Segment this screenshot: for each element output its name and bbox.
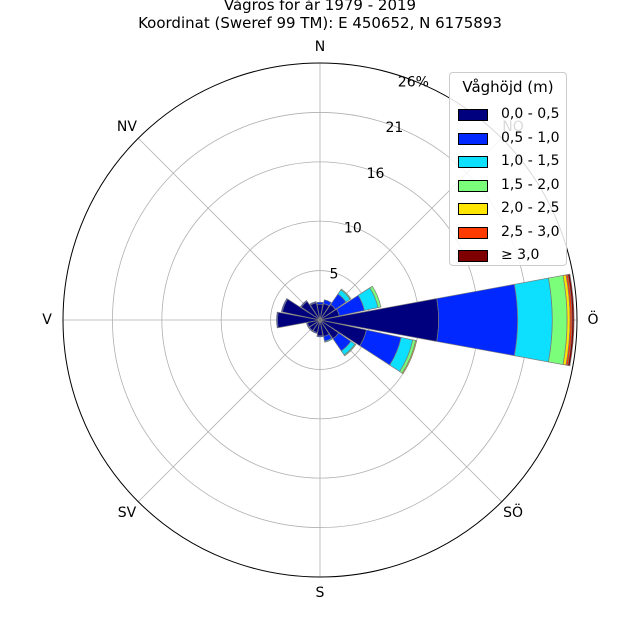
chart-subtitle: Koordinat (Sweref 99 TM): E 450652, N 61…: [138, 14, 502, 32]
rose-bar-segment: [343, 343, 357, 357]
rose-bar-segment: [514, 277, 553, 363]
chart-title: Vågros för år 1979 - 2019: [223, 0, 417, 14]
legend-swatch: [458, 203, 488, 215]
legend-label: 1,5 - 2,0: [501, 176, 560, 193]
direction-label: SÖ: [503, 503, 523, 521]
direction-label: S: [316, 585, 325, 601]
direction-label: Ö: [587, 310, 598, 328]
legend-swatch: [458, 109, 488, 121]
axis-labels: NNVVSVSSÖÖNÖ510162126%: [42, 39, 598, 601]
radial-tick-label: 26%: [398, 75, 429, 91]
legend-item: 2,5 - 3,0: [458, 222, 566, 242]
rose-bar-segment: [280, 298, 289, 313]
grid-spoke: [137, 137, 321, 321]
legend-label: 0,5 - 1,0: [501, 129, 560, 146]
legend-swatch: [458, 132, 488, 145]
rose-bar-segment: [340, 288, 352, 300]
outer-circle: [62, 62, 578, 578]
legend-swatch: [458, 250, 488, 262]
rose-bar-segment: [436, 283, 518, 357]
legend-label: 2,0 - 2,5: [501, 200, 560, 216]
rose-bar-segment: [311, 330, 318, 334]
rose-bar-segment: [299, 299, 308, 308]
legend-label: 0,0 - 0,5: [501, 106, 560, 122]
radial-tick-label: 10: [344, 221, 362, 237]
rose-bar-segment: [316, 301, 324, 305]
legend-item: 1,5 - 2,0: [458, 175, 566, 195]
direction-label: SV: [118, 505, 137, 521]
rose-bar-segment: [309, 301, 317, 306]
rose-bar-segment: [316, 335, 324, 338]
rose-bar-segment: [567, 273, 575, 367]
rose-bar-segment: [308, 326, 314, 332]
legend-title: Våghöjd (m): [462, 78, 554, 96]
legend-label: ≥ 3,0: [501, 247, 540, 263]
rose-bar-segment: [369, 285, 382, 308]
rose-bar-segment: [324, 337, 333, 343]
legend-swatch: [458, 179, 488, 192]
grid-spoke: [137, 319, 321, 503]
radial-tick-label: 5: [329, 266, 338, 282]
legend-item: 2,0 - 2,5: [458, 198, 566, 218]
rose-bar-segment: [276, 311, 279, 329]
legend-label: 1,0 - 1,5: [501, 153, 560, 169]
chart-title-block: Vågros för år 1979 - 2019 Koordinat (Swe…: [0, 0, 640, 32]
legend-swatch: [458, 156, 488, 168]
legend-item: ≥ 3,0: [458, 245, 566, 265]
legend: Våghöjd (m) 0,0 - 0,5 0,5 - 1,0 1,0 - 1,5 1…: [449, 72, 567, 266]
radial-tick-label: 16: [367, 166, 385, 182]
legend-item: 0,0 - 0,5: [458, 104, 566, 124]
legend-swatch: [458, 226, 488, 239]
rose-bars: [276, 273, 575, 375]
radial-tick-label: 21: [386, 120, 404, 136]
rose-bar-segment: [323, 299, 332, 307]
direction-label: NV: [117, 119, 137, 135]
rose-bar-segment: [401, 340, 418, 375]
rose-bar-segment: [306, 322, 310, 329]
legend-label: 2,5 - 3,0: [501, 223, 560, 240]
legend-item: 0,5 - 1,0: [458, 128, 566, 148]
legend-item: 1,0 - 1,5: [458, 151, 566, 171]
direction-label: N: [315, 39, 325, 55]
direction-label: V: [42, 312, 52, 328]
